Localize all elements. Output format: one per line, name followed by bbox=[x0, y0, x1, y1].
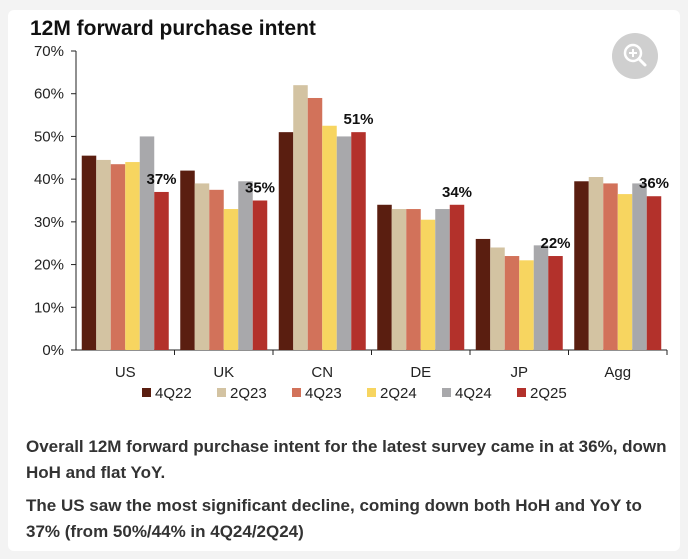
bar-cn-2q23 bbox=[293, 85, 308, 351]
legend-label-4q24: 4Q24 bbox=[455, 385, 492, 402]
legend-swatch-4q24 bbox=[442, 388, 451, 397]
legend-label-4q22: 4Q22 bbox=[155, 385, 192, 402]
y-tick-label: 50% bbox=[34, 128, 64, 145]
bar-cn-4q24 bbox=[336, 136, 352, 350]
y-tick-label: 40% bbox=[34, 171, 64, 188]
bar-uk-2q23 bbox=[194, 183, 210, 350]
legend-label-2q25: 2Q25 bbox=[530, 385, 567, 402]
caption-us-detail: The US saw the most significant decline,… bbox=[26, 496, 642, 541]
y-tick-label: 10% bbox=[34, 299, 64, 316]
bar-jp-4q22 bbox=[475, 238, 491, 350]
legend-swatch-2q23 bbox=[217, 388, 226, 397]
x-tick-label: US bbox=[115, 364, 136, 381]
bar-agg-2q23 bbox=[588, 177, 604, 350]
bar-de-4q22 bbox=[377, 204, 392, 350]
bar-agg-2q25 bbox=[646, 196, 662, 350]
bar-jp-4q23 bbox=[504, 256, 520, 350]
bar-jp-2q23 bbox=[490, 247, 505, 350]
bar-cn-2q25 bbox=[351, 132, 366, 350]
legend-label-2q23: 2Q23 bbox=[230, 385, 267, 402]
legend-swatch-4q23 bbox=[292, 388, 301, 397]
x-tick-label: UK bbox=[213, 364, 234, 381]
bar-cn-4q22 bbox=[278, 132, 294, 350]
bar-cn-4q23 bbox=[307, 97, 323, 350]
data-label-uk: 35% bbox=[245, 180, 275, 197]
caption-summary: Overall 12M forward purchase intent for … bbox=[26, 437, 667, 482]
bar-agg-4q23 bbox=[603, 183, 618, 350]
bar-us-4q24 bbox=[139, 136, 155, 350]
bar-us-2q25 bbox=[154, 191, 169, 350]
y-tick-label: 70% bbox=[34, 43, 64, 60]
bar-us-2q24 bbox=[125, 162, 140, 350]
bar-jp-4q24 bbox=[533, 245, 549, 350]
y-tick-label: 0% bbox=[42, 342, 64, 359]
bar-us-4q23 bbox=[110, 164, 126, 350]
data-label-us: 37% bbox=[146, 171, 176, 188]
bar-uk-4q23 bbox=[209, 189, 224, 350]
legend-swatch-2q24 bbox=[367, 388, 376, 397]
zoom-in-icon bbox=[623, 43, 647, 67]
bar-us-4q22 bbox=[81, 155, 97, 350]
legend-swatch-4q22 bbox=[142, 388, 151, 397]
bar-jp-2q24 bbox=[519, 260, 534, 350]
legend-label-2q24: 2Q24 bbox=[380, 385, 417, 402]
bar-de-2q24 bbox=[420, 219, 436, 350]
bar-de-2q23 bbox=[391, 209, 407, 350]
chart-title: 12M forward purchase intent bbox=[30, 17, 316, 40]
bar-de-4q23 bbox=[406, 209, 421, 350]
y-tick-label: 20% bbox=[34, 257, 64, 274]
x-tick-label: JP bbox=[510, 364, 528, 381]
data-label-cn: 51% bbox=[343, 111, 373, 128]
data-label-jp: 22% bbox=[540, 235, 570, 252]
data-label-agg: 36% bbox=[639, 175, 669, 192]
bar-agg-4q24 bbox=[632, 183, 647, 350]
legend-swatch-2q25 bbox=[517, 388, 526, 397]
bar-uk-2q25 bbox=[252, 200, 268, 350]
bar-uk-2q24 bbox=[223, 209, 239, 350]
bar-us-2q23 bbox=[96, 159, 111, 350]
bar-agg-4q22 bbox=[574, 181, 589, 350]
bar-agg-2q24 bbox=[617, 194, 633, 350]
legend-label-4q23: 4Q23 bbox=[305, 385, 342, 402]
data-label-de: 34% bbox=[442, 184, 472, 201]
bar-uk-4q22 bbox=[180, 170, 195, 350]
bar-chart: 70% 60% 50% 40% 30% 20% 10% 0% 37% US 35% UK 51% CN 34… bbox=[34, 43, 669, 402]
x-tick-label: DE bbox=[410, 364, 431, 381]
zoom-button[interactable] bbox=[612, 33, 658, 79]
x-tick-label: CN bbox=[311, 364, 333, 381]
bar-de-4q24 bbox=[435, 209, 450, 350]
bar-cn-2q24 bbox=[322, 125, 337, 350]
bar-jp-2q25 bbox=[548, 256, 563, 350]
bar-de-2q25 bbox=[449, 204, 465, 350]
bar-uk-4q24 bbox=[238, 181, 253, 350]
y-tick-label: 60% bbox=[34, 86, 64, 103]
x-tick-label: Agg bbox=[604, 364, 631, 381]
y-tick-label: 30% bbox=[34, 214, 64, 231]
